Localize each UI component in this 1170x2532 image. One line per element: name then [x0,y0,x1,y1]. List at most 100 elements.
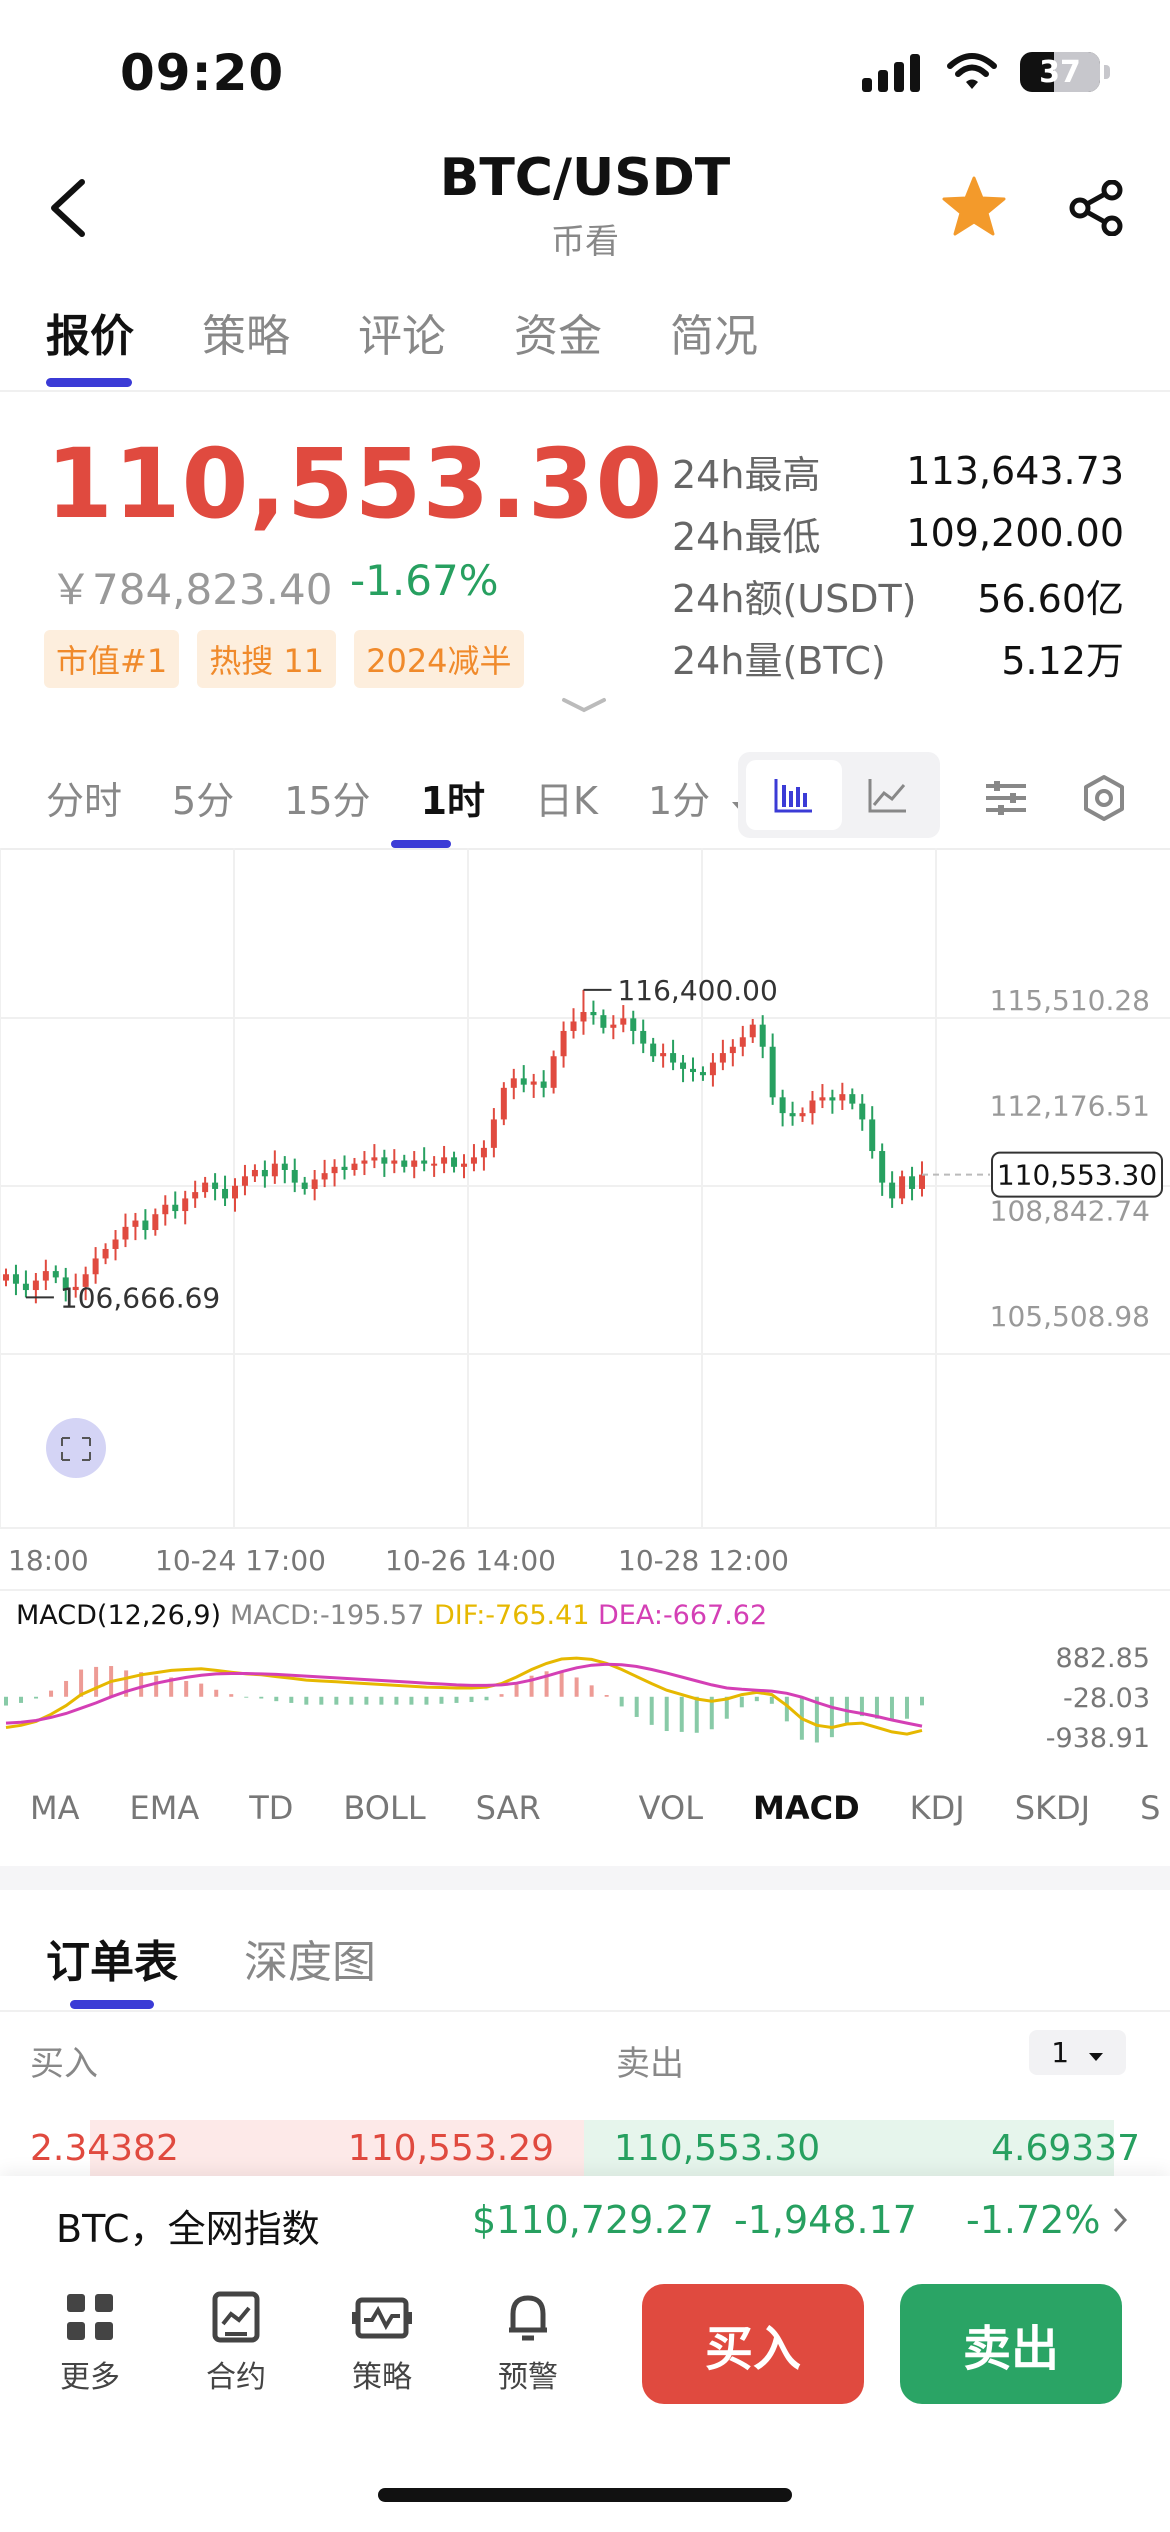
interval-15m[interactable]: 15分 [284,779,371,823]
candle-body [899,1176,906,1199]
indicator-tabs: MA EMA TD BOLL SAR VOL MACD KDJ SKDJ S [0,1788,1170,1828]
candle-body [769,1046,776,1098]
interval-dropdown[interactable]: 1分 [648,770,752,825]
candle-body [371,1157,378,1161]
depth-precision-select[interactable]: 1 [1029,2030,1126,2075]
signal-icon [862,54,920,92]
candle-body [640,1030,647,1044]
indicator-macd[interactable]: MACD [753,1789,860,1827]
buy-column-header: 买入 [30,2044,98,2084]
interval-daily[interactable]: 日K [535,779,598,823]
gear-icon[interactable] [1080,774,1128,822]
candle-body [42,1271,49,1281]
macd-axis-label: -938.91 [1046,1723,1150,1754]
tab-depth-chart[interactable]: 深度图 [244,1937,376,1988]
indicator-td[interactable]: TD [249,1789,294,1827]
candle-body [182,1198,189,1212]
last-price-tag-label: 110,553.30 [997,1159,1157,1192]
indicator-sar[interactable]: SAR [475,1789,541,1827]
macd-legend-label: MACD:-195.57 [230,1600,424,1631]
badge-row: 市值#1 热搜 11 2024减半 [44,630,524,688]
badge-halving[interactable]: 2024减半 [354,630,524,688]
candle-body [52,1271,59,1278]
indicator-ma[interactable]: MA [30,1789,80,1827]
indicator-vol[interactable]: VOL [638,1789,704,1827]
candle-body [749,1024,756,1038]
index-price: $110,729.27 [472,2198,714,2242]
global-index-bar[interactable]: BTC，全网指数 $110,729.27 -1,948.17 -1.72% [0,2176,1170,2266]
indicator-skdj[interactable]: SKDJ [1014,1789,1091,1827]
candle-body [739,1037,746,1047]
badge-trending[interactable]: 热搜 11 [197,630,337,688]
indicator-kdj[interactable]: KDJ [909,1789,965,1827]
tab-quote[interactable]: 报价 [46,311,134,362]
macd-legend-label: DEA:-667.62 [598,1600,767,1631]
candle-body [480,1147,487,1158]
price-chart[interactable]: 115,510.28 112,176.51 108,842.74 105,508.98… [0,848,1170,1768]
tab-order-book[interactable]: 订单表 [46,1937,178,1988]
candle-body [212,1182,219,1189]
chevron-right-icon [1113,2207,1128,2233]
stat-24h-low: 24h最低 109,200.00 [672,511,1124,559]
expand-chevron-icon[interactable] [560,696,608,716]
candle-body [241,1176,248,1186]
nav-contract[interactable]: 合约 [176,2290,296,2396]
bar-chart-icon [774,779,812,813]
tab-comments[interactable]: 评论 [358,311,446,362]
candle-body [699,1072,706,1076]
buy-button[interactable]: 买入 [642,2284,864,2404]
candle-body [142,1220,149,1231]
candle-body [172,1204,179,1212]
candle-body [660,1053,667,1057]
line-mode-button[interactable] [840,760,936,830]
nav-strategy[interactable]: 策略 [322,2290,442,2396]
orderbook-tabs: 订单表 深度图 [46,1926,376,1990]
expand-chart-icon [46,1418,106,1478]
candle-body [590,1012,597,1016]
indicator-settings-icon[interactable] [984,778,1028,818]
tab-funds[interactable]: 资金 [514,311,602,362]
buy-price: 110,553.29 [347,2128,554,2169]
home-indicator [378,2488,792,2502]
candle-body [550,1056,557,1088]
candle-body [72,1286,79,1291]
candle-body [759,1024,766,1047]
sell-button[interactable]: 卖出 [900,2284,1122,2404]
tab-strategy[interactable]: 策略 [202,311,290,362]
back-arrow-icon[interactable] [46,178,90,238]
candle-body [799,1113,806,1117]
candle-body [202,1182,209,1193]
candle-body [779,1097,786,1114]
indicator-more[interactable]: S [1140,1789,1161,1827]
macd-axis-label: 882.85 [1056,1643,1150,1674]
candle-body [620,1018,627,1025]
candle-body [919,1174,925,1189]
index-label: BTC，全网指数 [56,2207,320,2251]
candle-body [3,1274,9,1281]
tab-overview[interactable]: 简况 [670,311,758,362]
favorite-star-icon[interactable] [942,176,1006,236]
candlestick-mode-button[interactable] [746,760,842,830]
candle-body [719,1053,726,1063]
candle-body [520,1078,527,1085]
interval-timeshare[interactable]: 分时 [46,779,123,823]
divider [0,2010,1170,2012]
candle-body [341,1166,348,1170]
cny-price: ￥784,823.40 [50,565,333,614]
nav-more[interactable]: 更多 [30,2290,150,2396]
interval-5m[interactable]: 5分 [172,779,235,823]
interval-1h[interactable]: 1时 [420,779,486,823]
strategy-icon [352,2297,412,2339]
badge-market-cap[interactable]: 市值#1 [44,630,180,688]
candle-body [32,1280,39,1291]
indicator-ema[interactable]: EMA [129,1789,200,1827]
battery-icon: 37 [1020,52,1100,92]
nav-alert[interactable]: 预警 [468,2290,588,2396]
high-price-label: 116,400.00 [617,974,777,1007]
share-icon[interactable] [1068,180,1124,236]
indicator-boll[interactable]: BOLL [343,1789,426,1827]
sell-price: 110,553.30 [614,2128,821,2169]
orderbook-row[interactable]: 2.34382 110,553.29 110,553.30 4.69337 [0,2120,1170,2176]
x-axis-tick-label: 18:00 [8,1544,89,1577]
candle-body [351,1163,358,1170]
